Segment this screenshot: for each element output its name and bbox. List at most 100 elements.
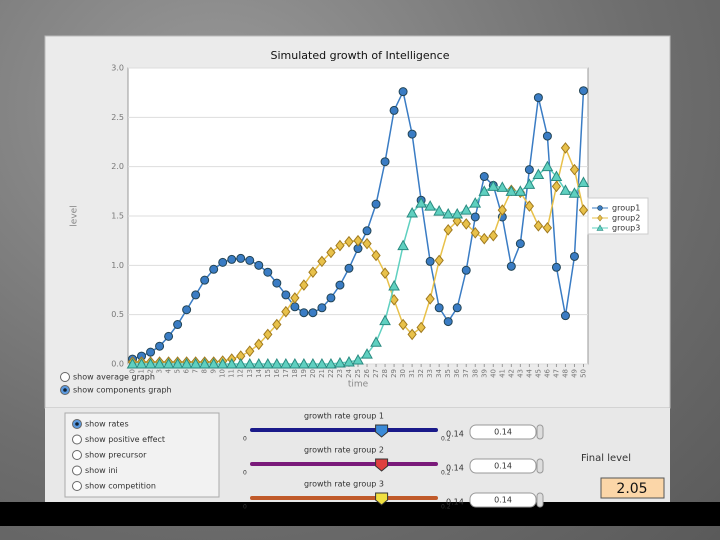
marker [146, 347, 156, 357]
marker [126, 357, 139, 369]
slider-field[interactable] [469, 424, 537, 440]
y-tick-label: 2.0 [111, 162, 124, 171]
x-tick-label: 12 [237, 369, 245, 378]
marker [487, 180, 500, 191]
spinner[interactable] [536, 492, 544, 508]
y-tick-label: 0.5 [111, 310, 124, 319]
bottom-bar [0, 502, 720, 526]
marker [326, 246, 336, 259]
slider-thumb[interactable] [375, 458, 389, 472]
x-tick-label: 45 [534, 369, 542, 378]
slider-field[interactable] [469, 492, 537, 508]
slider-thumb[interactable] [375, 424, 389, 438]
marker [227, 254, 237, 264]
graph-option-label[interactable]: show average graph [73, 373, 155, 382]
graph-option-label[interactable]: show components graph [73, 386, 172, 395]
view-option[interactable] [72, 481, 82, 491]
marker [281, 305, 291, 318]
slider-min: 0 [243, 470, 247, 477]
view-option-label[interactable]: show rates [85, 420, 129, 429]
spinner[interactable] [536, 424, 544, 440]
marker [479, 232, 489, 245]
marker [299, 308, 309, 318]
marker [479, 172, 489, 182]
x-tick-label: 9 [210, 369, 218, 373]
slider-field-text[interactable]: 0.14 [494, 462, 512, 471]
marker [542, 131, 552, 141]
x-axis-label: time [348, 380, 369, 390]
legend-label: group3 [612, 224, 640, 233]
marker [325, 357, 337, 369]
view-option-label[interactable]: show precursor [85, 451, 147, 460]
marker [505, 185, 518, 196]
marker [352, 354, 364, 365]
marker [362, 237, 372, 250]
marker [380, 267, 390, 280]
y-axis-label: level [70, 205, 80, 226]
legend-marker [596, 224, 604, 231]
marker [425, 293, 435, 305]
view-option-label[interactable]: show competition [85, 482, 156, 491]
graph-option[interactable] [60, 372, 70, 382]
x-tick-label: 38 [471, 369, 479, 378]
graph-option-dot [63, 388, 67, 392]
marker [209, 264, 219, 274]
legend-marker [597, 214, 603, 222]
x-tick-label: 32 [417, 369, 425, 378]
marker [389, 105, 399, 115]
view-option-dot [75, 422, 79, 426]
spinner[interactable] [536, 458, 544, 474]
marker [245, 345, 255, 357]
marker [272, 318, 282, 331]
marker [299, 279, 309, 291]
marker [460, 204, 473, 215]
slider-field-text[interactable]: 0.14 [494, 496, 512, 505]
slider-label: growth rate group 2 [304, 446, 384, 455]
x-tick-label: 40 [489, 369, 497, 378]
marker [461, 218, 471, 230]
marker [252, 357, 265, 369]
view-option-label[interactable]: show ini [85, 466, 118, 475]
marker [533, 220, 544, 232]
x-tick-label: 2 [147, 369, 155, 373]
marker [290, 302, 300, 312]
marker [245, 255, 255, 265]
legend-label: group1 [612, 204, 640, 213]
marker [225, 357, 238, 369]
marker [189, 357, 202, 369]
marker [416, 321, 426, 334]
slider-track [250, 428, 438, 432]
legend-label: group2 [612, 214, 640, 223]
marker [144, 357, 157, 369]
marker [415, 197, 427, 208]
view-option-label[interactable]: show positive effect [85, 435, 165, 444]
view-option[interactable] [72, 434, 82, 445]
marker [155, 341, 165, 351]
slider-value: 0.14 [446, 464, 464, 473]
slider-max: 0.2 [441, 436, 451, 443]
view-option[interactable] [72, 450, 82, 460]
marker [452, 303, 462, 313]
marker [317, 303, 327, 313]
marker [353, 234, 363, 247]
marker [533, 93, 543, 103]
x-tick-label: 34 [435, 368, 443, 377]
marker [335, 239, 345, 252]
marker [290, 292, 300, 304]
x-tick-label: 28 [381, 369, 389, 378]
x-tick-label: 37 [462, 369, 470, 378]
marker [380, 157, 390, 167]
chart-title: Simulated growth of Intelligence [271, 49, 450, 62]
slider-thumb[interactable] [375, 492, 389, 506]
x-tick-label: 46 [543, 368, 551, 377]
marker [218, 257, 228, 267]
marker [542, 222, 553, 234]
x-tick-label: 11 [228, 369, 236, 378]
marker [135, 357, 148, 369]
slider-field-text[interactable]: 0.14 [494, 428, 512, 437]
x-tick-label: 18 [291, 369, 299, 378]
marker [524, 165, 534, 175]
view-option[interactable] [72, 465, 82, 476]
slider-field[interactable] [469, 458, 537, 474]
